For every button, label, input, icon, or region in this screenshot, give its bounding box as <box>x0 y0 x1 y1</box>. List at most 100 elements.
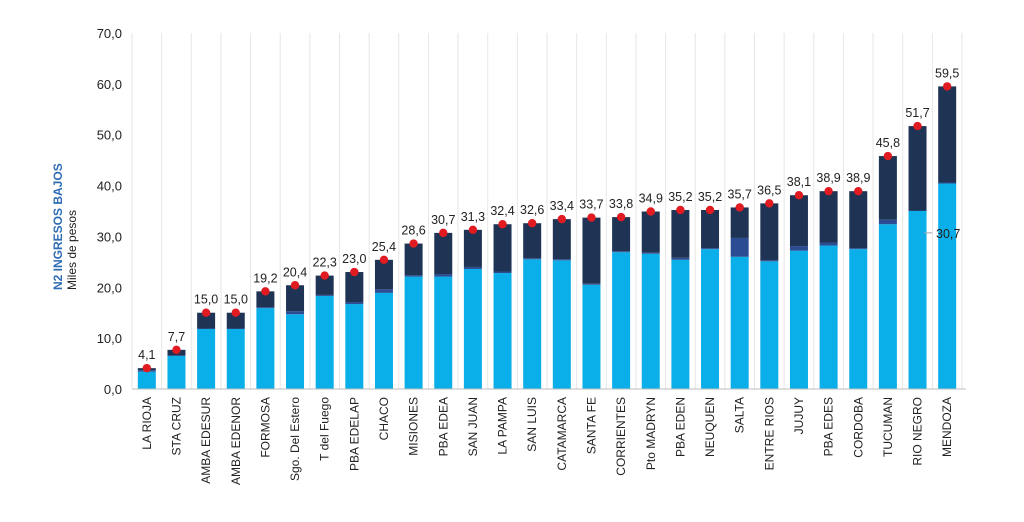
bar-segment-top <box>701 209 720 249</box>
bar-segment-mid <box>582 283 601 285</box>
bar-segment-top <box>612 217 631 252</box>
total-dot <box>854 186 863 196</box>
bar-segment-mid <box>256 307 275 309</box>
total-label: 33,8 <box>609 197 633 211</box>
total-dot <box>794 191 804 200</box>
total-dot <box>498 220 507 229</box>
bar-segment-mid <box>701 248 720 250</box>
x-tick-label: TUCUMAN <box>881 397 895 457</box>
bar-segment-mid <box>552 259 571 261</box>
total-label: 4,1 <box>138 348 155 362</box>
total-dot <box>290 281 300 290</box>
bar-segment-top <box>641 211 660 253</box>
y-axis-title: N2 INGRESOS BAJOS Miles de pesos <box>51 163 79 290</box>
total-dot <box>379 255 389 265</box>
x-tick-label: SANTA FE <box>584 397 598 454</box>
total-dot <box>172 345 181 355</box>
bar-segment-top <box>286 285 305 312</box>
total-dot <box>735 203 744 212</box>
x-tick-label: STA CRUZ <box>169 397 183 455</box>
bar-segment-base <box>641 253 660 389</box>
total-dot <box>439 228 448 238</box>
total-label: 15,0 <box>224 293 248 307</box>
y-axis-title-unit: Miles de pesos <box>65 210 79 290</box>
x-tick-label: CORRIENTES <box>614 397 628 476</box>
bar-segment-base <box>286 314 305 389</box>
total-dot <box>765 199 774 208</box>
bar-segment-mid <box>315 294 334 296</box>
chart-bars <box>137 86 957 389</box>
total-label: 35,2 <box>698 190 722 204</box>
y-axis-ticks: 0,0 10,0 20,0 30,0 40,0 50,0 60,0 70,0 <box>97 26 122 397</box>
x-tick-label: PBA EDES <box>822 397 836 456</box>
bar-segment-base <box>315 295 334 389</box>
bar-segment-top <box>374 259 393 290</box>
bar-segment-base <box>819 245 838 389</box>
bar-segment-base <box>582 284 601 389</box>
x-tick-label: PBA EDEA <box>436 397 450 456</box>
x-tick-label: MENDOZA <box>940 397 954 457</box>
bar-segment-base <box>434 276 453 389</box>
bar-segment-top <box>730 207 749 238</box>
bar-segment-mid <box>226 328 245 329</box>
total-label: 32,4 <box>490 204 514 218</box>
bar-segment-base <box>493 273 512 389</box>
bar-segment-mid <box>641 252 660 254</box>
bar-segment-top <box>760 203 779 261</box>
total-dot <box>616 212 626 222</box>
reference-label: 30,7 <box>936 227 960 241</box>
bar-segment-mid <box>730 237 749 257</box>
total-dot <box>409 239 418 248</box>
bar-segment-top <box>938 86 957 183</box>
bar-segment-base <box>671 259 690 389</box>
bar-segment-base <box>197 328 216 389</box>
bar-segment-base <box>374 292 393 389</box>
bar-segment-top <box>434 232 453 275</box>
bar-segment-mid <box>404 275 423 277</box>
bar-segment-top <box>226 312 245 329</box>
total-label: 38,9 <box>816 171 840 185</box>
bar-segment-base <box>226 328 245 389</box>
bar-segment-base <box>137 371 156 389</box>
bar-segment-base <box>523 259 542 389</box>
bar-segment-base <box>760 261 779 389</box>
x-tick-label: SAN JUAN <box>466 397 480 456</box>
bar-segment-base <box>878 224 897 389</box>
bar-segment-mid <box>908 210 927 211</box>
total-dot <box>646 207 655 216</box>
bar-segment-mid <box>938 182 957 184</box>
bar-segment-top <box>315 275 334 295</box>
bar-segment-top <box>789 195 808 247</box>
bar-segment-base <box>552 260 571 389</box>
bar-segment-base <box>730 256 749 389</box>
x-tick-label: RIO NEGRO <box>911 397 925 466</box>
bar-segment-top <box>582 217 601 284</box>
total-markers <box>142 82 952 373</box>
bar-segment-mid <box>878 219 897 225</box>
bar-segment-mid <box>760 260 779 262</box>
total-dot <box>942 82 952 91</box>
x-axis-labels: LA RIOJA STA CRUZ AMBA EDESUR AMBA EDENOR FO… <box>140 397 954 485</box>
bar-segment-mid <box>434 274 453 277</box>
bar-segment-top <box>345 272 364 303</box>
bar-segment-mid <box>789 246 808 251</box>
x-tick-label: Sgo. Del Estero <box>288 397 302 481</box>
bar-segment-top <box>671 209 690 258</box>
bar-segment-mid <box>197 328 216 329</box>
bar-segment-top <box>463 229 482 267</box>
bar-segment-top <box>523 223 542 259</box>
bar-segment-top <box>552 219 571 260</box>
bar-segment-top <box>404 243 423 276</box>
total-label: 38,1 <box>787 175 811 189</box>
bar-segment-top <box>878 156 897 220</box>
y-tick-label: 10,0 <box>97 331 122 346</box>
y-tick-label: 60,0 <box>97 77 122 92</box>
x-tick-label: LA RIOJA <box>140 397 154 450</box>
total-dot <box>557 214 567 224</box>
total-label: 28,6 <box>401 224 425 238</box>
x-tick-label: NEUQUEN <box>703 397 717 457</box>
total-label: 15,0 <box>194 293 218 307</box>
bar-segment-base <box>938 183 957 389</box>
x-tick-label: SAN LUIS <box>525 397 539 452</box>
total-dot <box>350 267 359 277</box>
